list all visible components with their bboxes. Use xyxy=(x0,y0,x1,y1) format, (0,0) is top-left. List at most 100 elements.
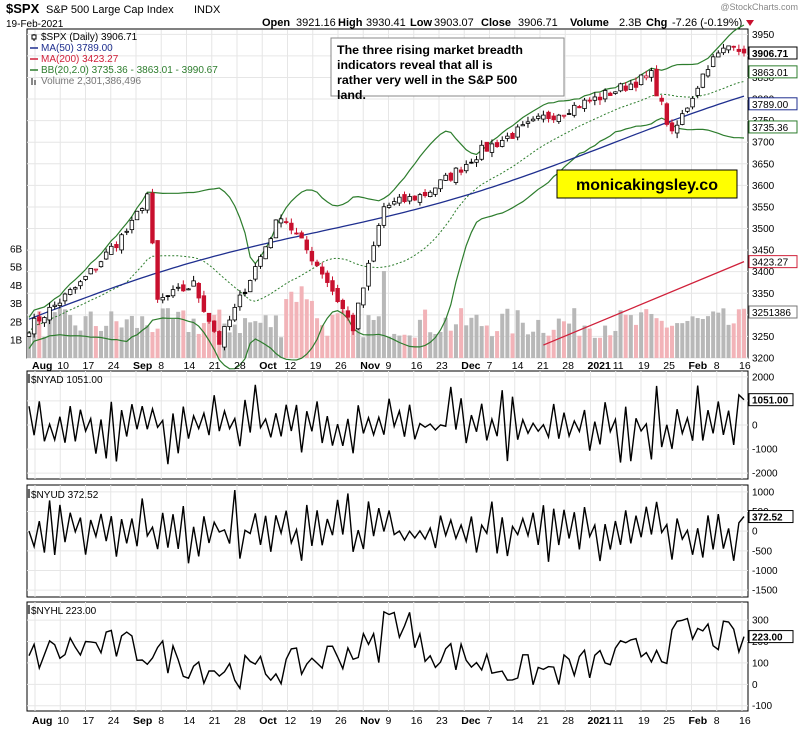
candle-body xyxy=(736,48,742,52)
volume-bar xyxy=(644,309,649,358)
legend-label: MA(200) 3423.27 xyxy=(41,54,119,65)
x-tick-label: Sep xyxy=(133,715,152,727)
volume-bar xyxy=(201,323,206,358)
candle-body xyxy=(309,250,315,262)
candle-body xyxy=(103,251,109,260)
candle-body xyxy=(602,90,608,100)
volume-bar xyxy=(304,299,309,358)
volume-bar xyxy=(567,323,572,358)
candle-body xyxy=(392,201,397,205)
volume-bar xyxy=(510,333,515,358)
volume-bar xyxy=(289,291,294,358)
volume-bar xyxy=(227,332,232,358)
osc-tick-label: 300 xyxy=(752,616,769,627)
x-tick-label: 28 xyxy=(562,715,574,727)
price-tick-label: 3200 xyxy=(752,354,775,365)
x-tick-label: 14 xyxy=(512,715,524,727)
x-tick-label: 21 xyxy=(209,715,221,727)
volume-tick-label: 3B xyxy=(10,299,23,310)
volume-bar xyxy=(135,327,140,358)
candle-body xyxy=(67,289,73,295)
candle-body xyxy=(448,172,453,181)
volume-bar xyxy=(582,325,587,358)
bar-icon xyxy=(34,80,36,85)
low-label: Low xyxy=(410,17,432,29)
volume-bar xyxy=(145,325,150,358)
candle-body xyxy=(371,245,376,262)
volume-bar xyxy=(716,312,721,358)
volume-tick-label: 6B xyxy=(10,245,23,256)
price-tick-label: 3600 xyxy=(752,181,775,192)
x-tick-label: 26 xyxy=(335,715,347,727)
volume-bar xyxy=(119,327,124,358)
x-tick-label: 10 xyxy=(57,360,69,372)
bollinger-lower-line xyxy=(28,117,745,370)
x-tick-label: 19 xyxy=(310,715,322,727)
close-value: 3906.71 xyxy=(518,17,558,29)
nyud-panel-frame xyxy=(26,484,749,598)
candle-body xyxy=(139,208,145,211)
candle-body xyxy=(716,52,721,58)
candle-body xyxy=(489,143,495,153)
candle-body xyxy=(119,234,124,251)
volume-bar xyxy=(536,319,541,358)
candle-body xyxy=(242,291,248,294)
x-tick-label: 8 xyxy=(714,360,720,372)
x-tick-label: Oct xyxy=(259,360,277,372)
volume-bar xyxy=(212,314,217,358)
x-tick-label: 16 xyxy=(739,360,751,372)
x-tick-label: Nov xyxy=(360,715,380,727)
x-tick-label: Aug xyxy=(32,360,52,372)
open-value: 3921.16 xyxy=(296,17,336,29)
volume-bar xyxy=(268,327,273,358)
candle-body xyxy=(422,191,428,197)
x-tick-label: 28 xyxy=(234,715,246,727)
candle-body xyxy=(628,83,634,91)
volume-bar xyxy=(191,318,196,358)
volume-bar xyxy=(525,334,530,358)
x-tick-label: Sep xyxy=(133,360,152,372)
candle-body xyxy=(42,317,47,324)
candle-body xyxy=(237,294,243,308)
candle-body xyxy=(438,179,443,190)
x-tick-label: 23 xyxy=(436,360,448,372)
volume-bar xyxy=(330,314,335,358)
candle-body xyxy=(458,169,464,173)
candle-body xyxy=(587,99,592,102)
candle-body xyxy=(731,45,736,48)
candle-body xyxy=(150,192,155,244)
candle-body xyxy=(88,268,93,275)
close-label: Close xyxy=(481,17,511,29)
volume-bar xyxy=(68,315,73,358)
candle-body xyxy=(613,91,618,94)
volume-bar xyxy=(150,332,155,358)
volume-bar xyxy=(448,330,453,358)
candle-body xyxy=(181,284,186,292)
candle-body xyxy=(83,275,88,280)
candle-body xyxy=(366,262,371,287)
candle-body xyxy=(577,106,582,109)
candle-body xyxy=(356,302,361,330)
candle-body xyxy=(536,115,541,119)
candle-body xyxy=(320,266,325,275)
candle-body xyxy=(170,289,176,297)
x-tick-label: 9 xyxy=(386,715,392,727)
osc-tick-label: -1000 xyxy=(752,566,778,577)
candle-body xyxy=(335,287,340,303)
price-tick-label: 3450 xyxy=(752,246,775,257)
candle-body xyxy=(525,121,531,124)
candle-body xyxy=(52,304,57,307)
candle-body xyxy=(175,286,181,289)
candle-body xyxy=(566,113,572,115)
author-badge: monicakingsley.co xyxy=(556,169,738,199)
price-tag-value: 3423.27 xyxy=(752,258,789,269)
price-tick-label: 3400 xyxy=(752,267,775,278)
volume-bar xyxy=(309,300,314,358)
x-tick-label: 23 xyxy=(436,715,448,727)
volume-bar xyxy=(623,314,628,358)
annotation-line: The three rising market breadth xyxy=(337,43,523,57)
candle-body xyxy=(494,142,500,148)
x-tick-label: 24 xyxy=(108,360,120,372)
candle-body xyxy=(211,320,217,332)
x-tick-label: 21 xyxy=(209,360,221,372)
